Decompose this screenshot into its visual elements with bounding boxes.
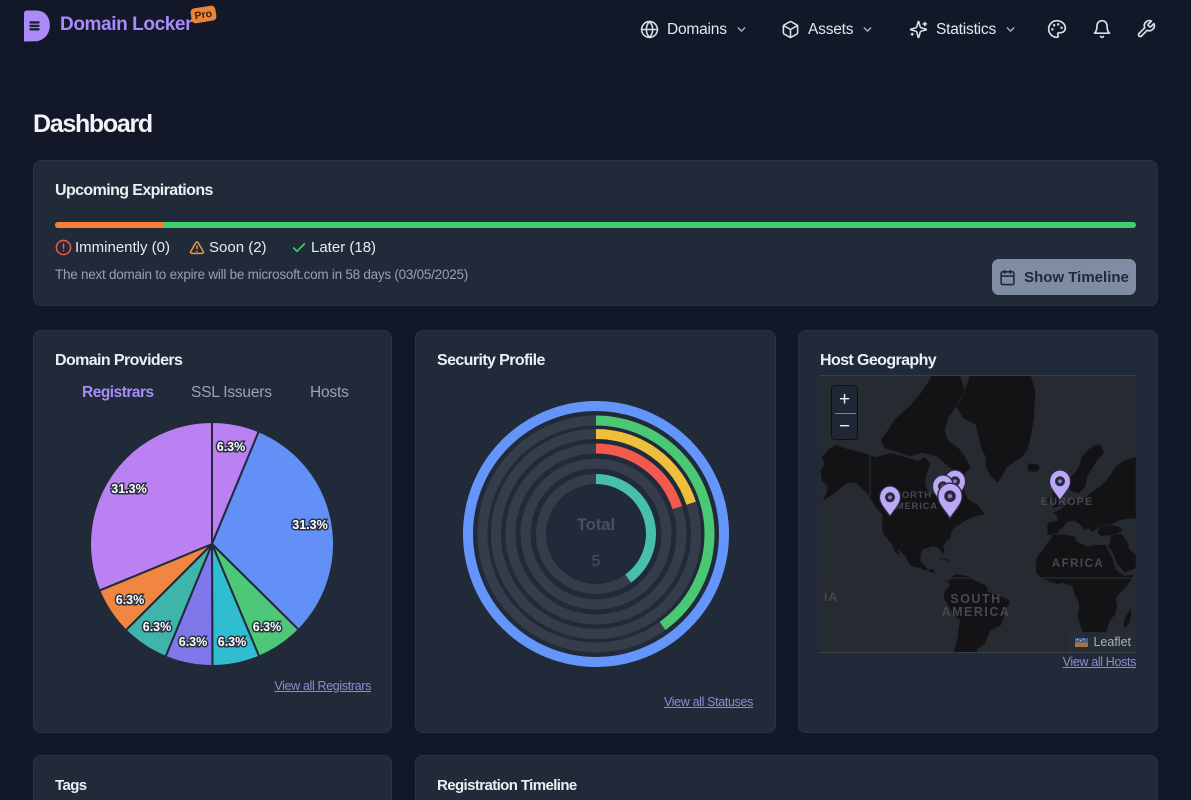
svg-text:6.3%: 6.3% [179,635,208,649]
svg-text:AMERICA: AMERICA [888,501,938,512]
svg-text:6.3%: 6.3% [218,635,247,649]
svg-text:6.3%: 6.3% [143,620,172,634]
svg-text:6.3%: 6.3% [253,620,282,634]
svg-text:31.3%: 31.3% [292,518,327,532]
svg-text:IA: IA [824,590,838,604]
svg-text:5: 5 [592,553,601,570]
svg-text:AMERICA: AMERICA [942,605,1011,619]
svg-text:AFRICA: AFRICA [1052,558,1104,570]
svg-text:NORTH: NORTH [894,490,932,501]
svg-text:EUROPE: EUROPE [1041,496,1093,508]
svg-text:6.3%: 6.3% [217,440,246,454]
svg-text:31.3%: 31.3% [111,482,146,496]
svg-text:Total: Total [577,516,615,534]
svg-text:6.3%: 6.3% [116,593,145,607]
svg-text:SOUTH: SOUTH [950,592,1001,606]
